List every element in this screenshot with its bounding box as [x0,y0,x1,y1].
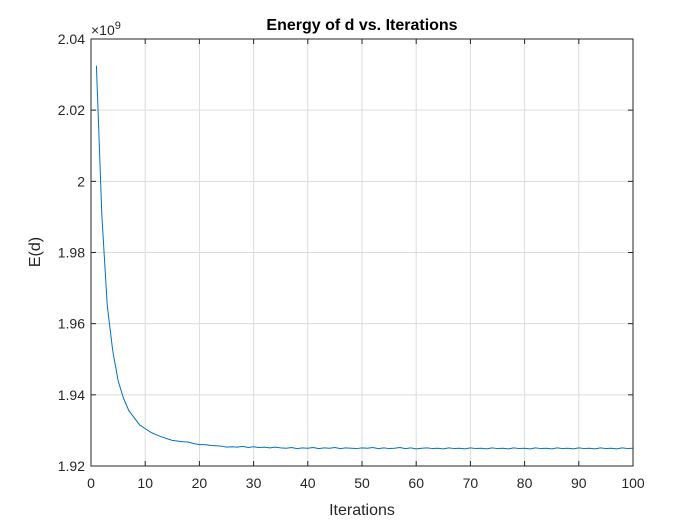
x-tick-label: 0 [87,475,95,491]
y-tick-label: 2.02 [58,102,85,118]
y-tick-label: 2 [77,173,85,189]
y-tick-label: 1.96 [58,316,85,332]
y-tick-label: 1.98 [58,245,85,261]
x-tick-label: 70 [463,475,479,491]
x-tick-labels: 0 10 20 30 40 50 60 70 80 90 100 [87,475,645,491]
y-tick-label: 2.04 [58,31,85,47]
x-axis-label: Iterations [329,502,395,519]
y-tick-label: 1.94 [58,387,85,403]
x-tick-label: 50 [354,475,370,491]
chart-title: Energy of d vs. Iterations [266,17,457,34]
x-tick-label: 30 [246,475,262,491]
x-tick-label: 10 [137,475,153,491]
y-tick-label: 1.92 [58,458,85,474]
x-tick-label: 80 [517,475,533,491]
exponent-power: 9 [115,20,121,32]
x-tick-label: 100 [621,475,645,491]
x-tick-label: 20 [192,475,208,491]
x-tick-label: 40 [300,475,316,491]
x-tick-label: 90 [571,475,587,491]
y-tick-labels: 1.92 1.94 1.96 1.98 2 2.02 2.04 [58,31,85,474]
exponent-base: ×10 [91,22,115,38]
y-axis-label: E(d) [27,237,44,267]
energy-series-line [95,65,634,450]
plot-frame [90,38,634,467]
x-tick-label: 60 [408,475,424,491]
exponent-label: ×109 [91,20,121,38]
